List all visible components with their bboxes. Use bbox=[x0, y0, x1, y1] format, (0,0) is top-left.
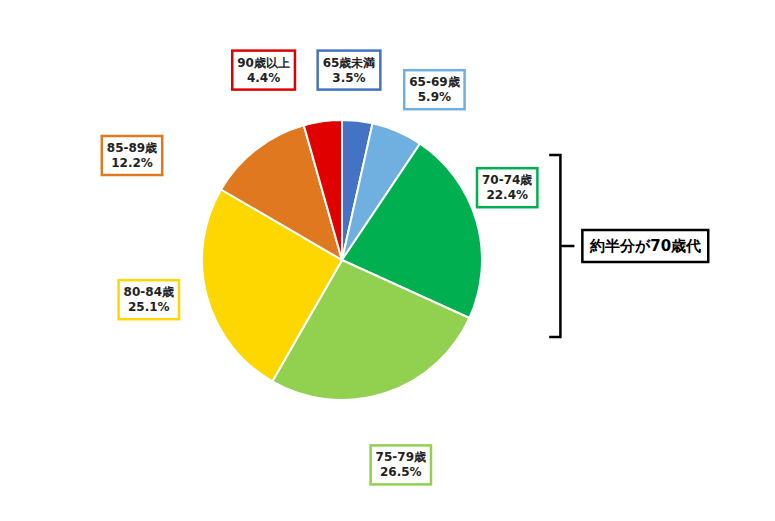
category-label: 65-69歳 bbox=[409, 75, 459, 89]
label-box bbox=[232, 51, 295, 90]
value-label: 5.9% bbox=[418, 90, 451, 104]
value-label: 4.4% bbox=[247, 71, 280, 85]
annotation-text: 約半分が70歳代 bbox=[589, 237, 701, 255]
annotation: 約半分が70歳代 bbox=[582, 230, 708, 262]
data-label: 85-89歳12.2% bbox=[102, 136, 162, 175]
data-label: 75-79歳26.5% bbox=[371, 445, 431, 484]
data-label: 65-69歳5.9% bbox=[404, 70, 464, 109]
label-text: 70-74歳22.4% bbox=[482, 173, 532, 202]
label-text: 65歳未満3.5% bbox=[323, 56, 376, 85]
value-label: 26.5% bbox=[380, 465, 422, 479]
bracket: 約半分が70歳代 bbox=[549, 155, 708, 337]
pie bbox=[202, 120, 482, 400]
label-text: 85-89歳12.2% bbox=[107, 141, 157, 170]
label-text: 75-79歳26.5% bbox=[376, 450, 426, 479]
bracket-line bbox=[549, 155, 574, 337]
label-box bbox=[371, 445, 431, 484]
slice bbox=[304, 120, 342, 260]
value-label: 3.5% bbox=[332, 71, 365, 85]
value-label: 25.1% bbox=[128, 300, 170, 314]
data-labels: 65歳未満3.5% 65-69歳5.9% 70-74歳22.4% 75-79歳26.5… bbox=[102, 51, 538, 485]
data-label: 70-74歳22.4% bbox=[477, 168, 537, 207]
annotation-box bbox=[582, 230, 708, 262]
label-box bbox=[119, 280, 179, 319]
label-text: 65-69歳5.9% bbox=[409, 75, 459, 104]
category-label: 65歳未満 bbox=[323, 56, 376, 70]
category-label: 80-84歳 bbox=[124, 285, 174, 299]
label-box bbox=[318, 51, 381, 90]
label-text: 90歳以上4.4% bbox=[237, 56, 290, 85]
label-text: 80-84歳25.1% bbox=[124, 285, 174, 314]
data-label: 65歳未満3.5% bbox=[318, 51, 381, 90]
chart: 65歳未満3.5% 65-69歳5.9% 70-74歳22.4% 75-79歳26.5… bbox=[0, 0, 775, 521]
category-label: 85-89歳 bbox=[107, 141, 157, 155]
label-box bbox=[404, 70, 464, 109]
value-label: 22.4% bbox=[486, 188, 528, 202]
category-label: 70-74歳 bbox=[482, 173, 532, 187]
value-label: 12.2% bbox=[111, 156, 153, 170]
label-box bbox=[102, 136, 162, 175]
category-label: 75-79歳 bbox=[376, 450, 426, 464]
category-label: 90歳以上 bbox=[237, 56, 290, 70]
label-box bbox=[477, 168, 537, 207]
data-label: 90歳以上4.4% bbox=[232, 51, 295, 90]
data-label: 80-84歳25.1% bbox=[119, 280, 179, 319]
